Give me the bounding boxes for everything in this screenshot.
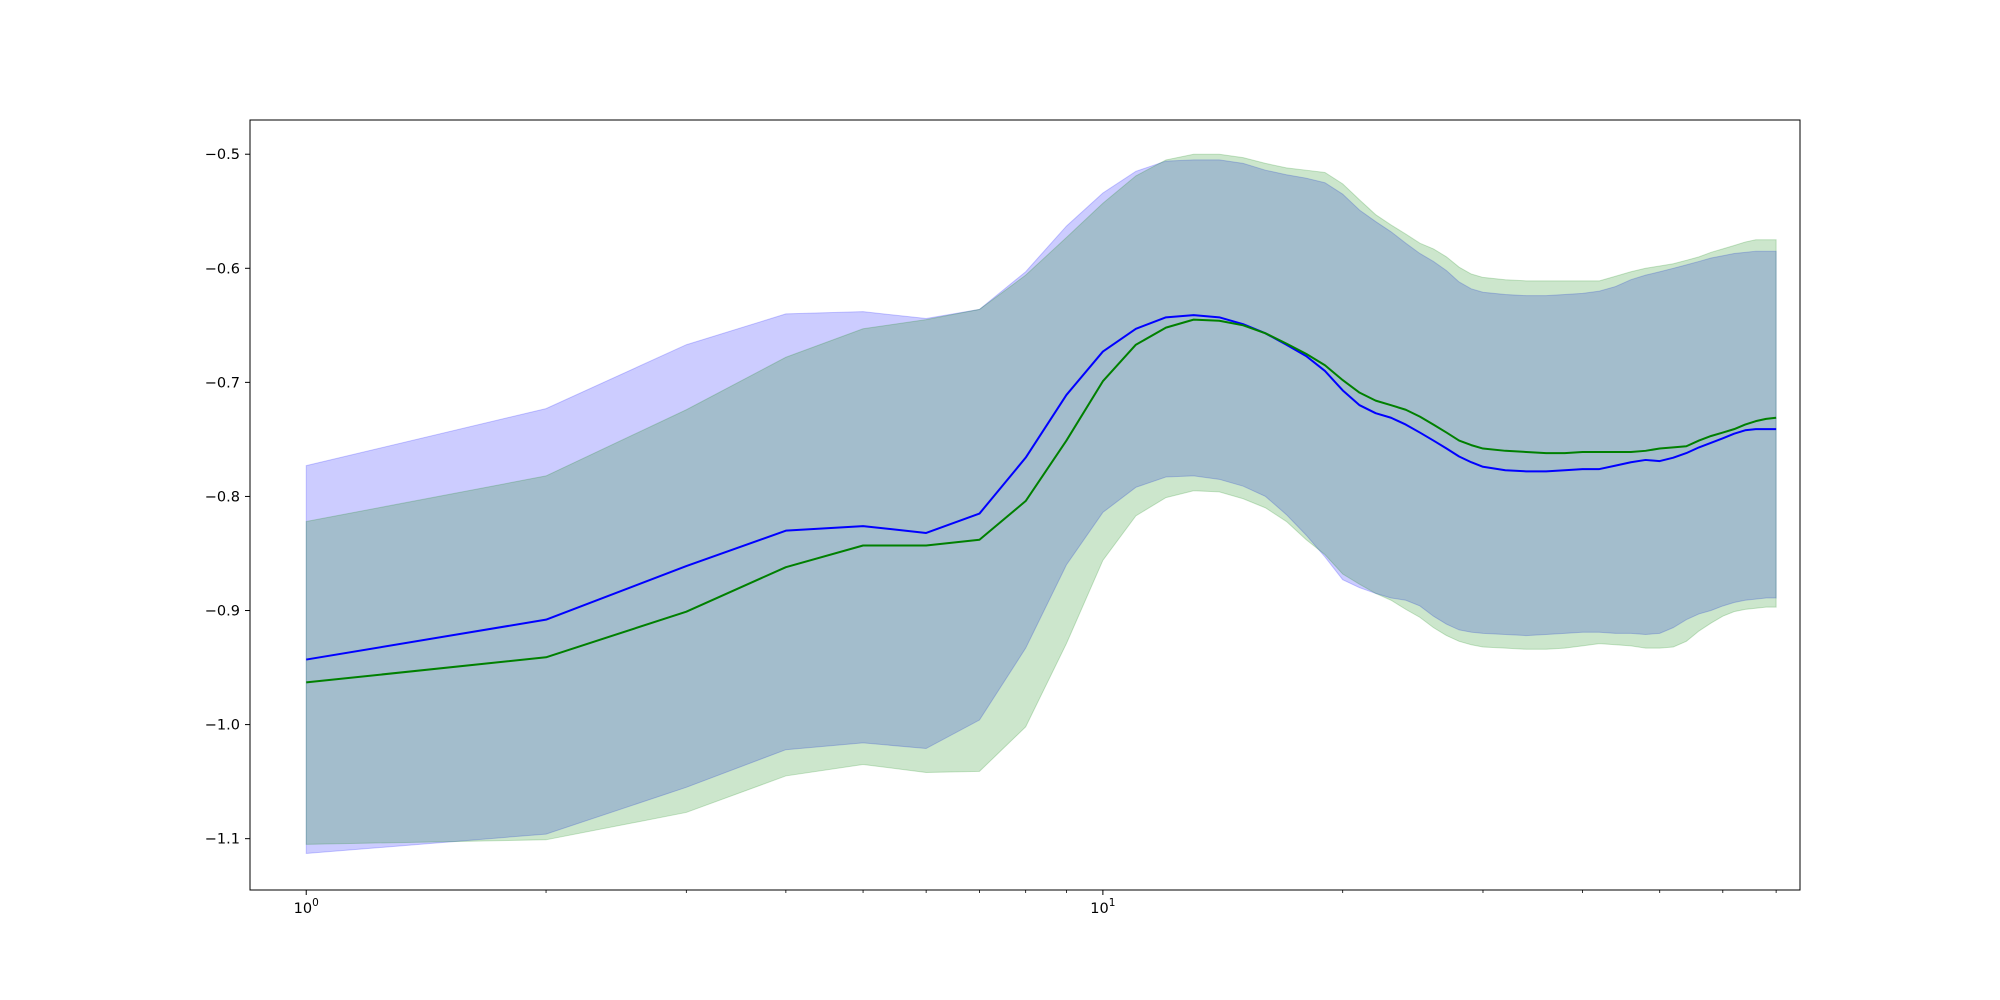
y-tick-label: −1.0 xyxy=(205,718,240,734)
y-axis: −1.1 −1.0 −0.9 −0.8 −0.7 −0.6 −0.5 xyxy=(205,147,250,848)
series-2-band xyxy=(305,153,1777,845)
y-tick-label: −0.7 xyxy=(205,375,240,391)
axes-frame xyxy=(249,119,1801,891)
x-tick-label-exponent: 1 xyxy=(1109,897,1116,909)
series-2-line xyxy=(306,318,1777,684)
x-axis: 100 101 xyxy=(294,890,1777,917)
y-tick-label: −0.8 xyxy=(205,489,240,505)
y-tick-label: −0.5 xyxy=(205,147,240,163)
x-tick-label-exponent: 0 xyxy=(312,897,319,909)
x-tick-label: 100 xyxy=(294,897,319,917)
y-tick-label: −0.9 xyxy=(205,604,240,620)
series-1-band xyxy=(305,159,1777,855)
x-tick-label: 101 xyxy=(1090,897,1115,917)
y-tick-label: −0.6 xyxy=(205,261,240,277)
x-tick-label-base: 10 xyxy=(1090,901,1108,917)
series-1-line xyxy=(306,314,1777,661)
plot-area xyxy=(305,153,1777,855)
x-tick-label-base: 10 xyxy=(294,901,312,917)
y-tick-label: −1.1 xyxy=(205,832,240,848)
